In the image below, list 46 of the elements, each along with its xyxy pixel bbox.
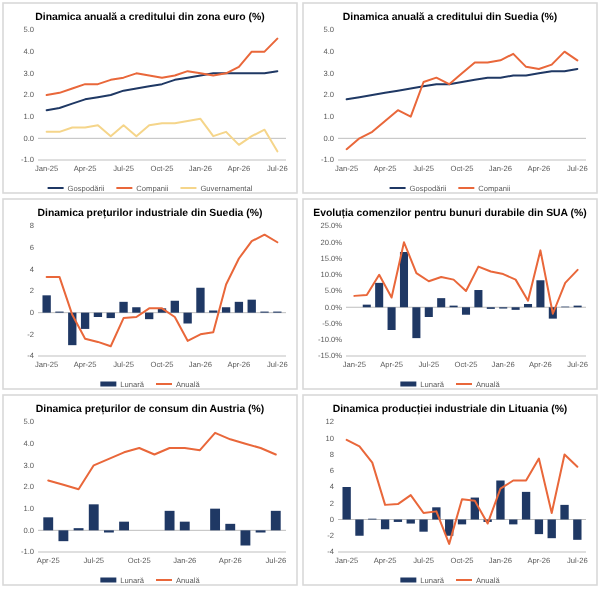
line-series [345, 438, 579, 545]
line-series [45, 37, 279, 96]
bar [547, 519, 556, 539]
bar [234, 301, 244, 313]
line-series [45, 233, 279, 348]
bar [210, 508, 221, 531]
line-series [45, 70, 279, 112]
line-series [345, 68, 579, 101]
bar [119, 521, 130, 531]
bar [399, 252, 409, 308]
bar [119, 301, 128, 313]
bar [387, 307, 396, 330]
bar [355, 519, 364, 536]
bar [419, 519, 428, 532]
line-series [45, 117, 279, 153]
bar [225, 523, 236, 531]
line-series [47, 431, 277, 491]
bar [179, 521, 190, 531]
bar [43, 517, 54, 531]
bar [412, 307, 421, 339]
bar [196, 287, 205, 313]
bar [270, 510, 281, 531]
line-series [345, 50, 579, 151]
bar [424, 307, 433, 317]
bar [375, 282, 384, 308]
bar [573, 519, 582, 540]
bar [461, 307, 471, 315]
bar [132, 307, 141, 313]
bar [437, 298, 446, 308]
bar [164, 510, 175, 531]
bar [170, 300, 179, 313]
line-series [353, 241, 579, 315]
bar [474, 290, 483, 308]
bar [536, 280, 545, 308]
bar [221, 307, 231, 313]
bar [247, 299, 256, 313]
bar [88, 504, 99, 531]
bar [80, 312, 90, 329]
bar [342, 487, 351, 520]
bar [240, 530, 251, 546]
bar [534, 519, 544, 535]
bar [521, 491, 531, 520]
bar [58, 530, 69, 542]
bar [560, 504, 569, 520]
bar [183, 312, 192, 324]
bar [42, 295, 51, 313]
